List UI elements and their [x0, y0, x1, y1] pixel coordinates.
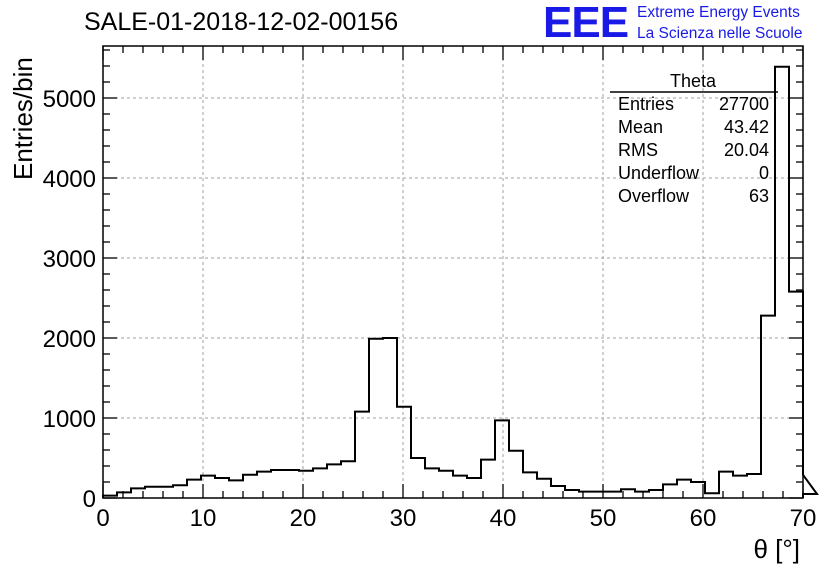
logo-subtitle-1: Extreme Energy Events [637, 4, 800, 21]
x-tick-label: 40 [490, 505, 517, 532]
stats-label: Entries [618, 94, 674, 114]
y-tick-label: 1000 [43, 406, 96, 433]
y-tick-label: 2000 [43, 326, 96, 353]
x-tick-label: 70 [790, 505, 817, 532]
axis-ticks [102, 46, 804, 499]
x-tick-label: 0 [96, 505, 109, 532]
stats-box: Theta Entries 27700 Mean 43.42 RMS 20.04 Under… [610, 71, 778, 206]
stats-label: Mean [618, 117, 663, 137]
stats-value: 0 [759, 163, 769, 183]
x-tick-label: 30 [390, 505, 417, 532]
eee-logo: EEE [543, 0, 629, 47]
x-tick-label: 60 [690, 505, 717, 532]
logo-subtitle-2: La Scienza nelle Scuole [637, 25, 803, 42]
y-tick-label: 0 [83, 486, 96, 513]
histogram-line [102, 65, 819, 498]
stats-value: 43.42 [724, 117, 769, 137]
stats-value: 27700 [719, 94, 769, 114]
grid-lines [103, 46, 803, 498]
stats-value: 20.04 [724, 140, 769, 160]
y-tick-label: 3000 [43, 246, 96, 273]
x-tick-labels: 0 10 20 30 40 50 60 70 [96, 505, 816, 532]
x-tick-label: 50 [590, 505, 617, 532]
y-tick-label: 5000 [43, 86, 96, 113]
x-tick-label: 20 [290, 505, 317, 532]
plot-frame [102, 45, 804, 499]
stats-value: 63 [749, 186, 769, 206]
y-axis-label: Entries/bin [8, 57, 38, 180]
y-tick-label: 4000 [43, 166, 96, 193]
stats-label: Overflow [618, 186, 690, 206]
x-tick-label: 10 [190, 505, 217, 532]
chart-title: SALE-01-2018-12-02-00156 [84, 8, 399, 36]
stats-label: Underflow [618, 163, 700, 183]
stats-title: Theta [670, 71, 717, 91]
stats-label: RMS [618, 140, 658, 160]
y-tick-labels: 0 1000 2000 3000 4000 5000 [43, 86, 96, 513]
x-axis-label: θ [°] [753, 534, 800, 564]
